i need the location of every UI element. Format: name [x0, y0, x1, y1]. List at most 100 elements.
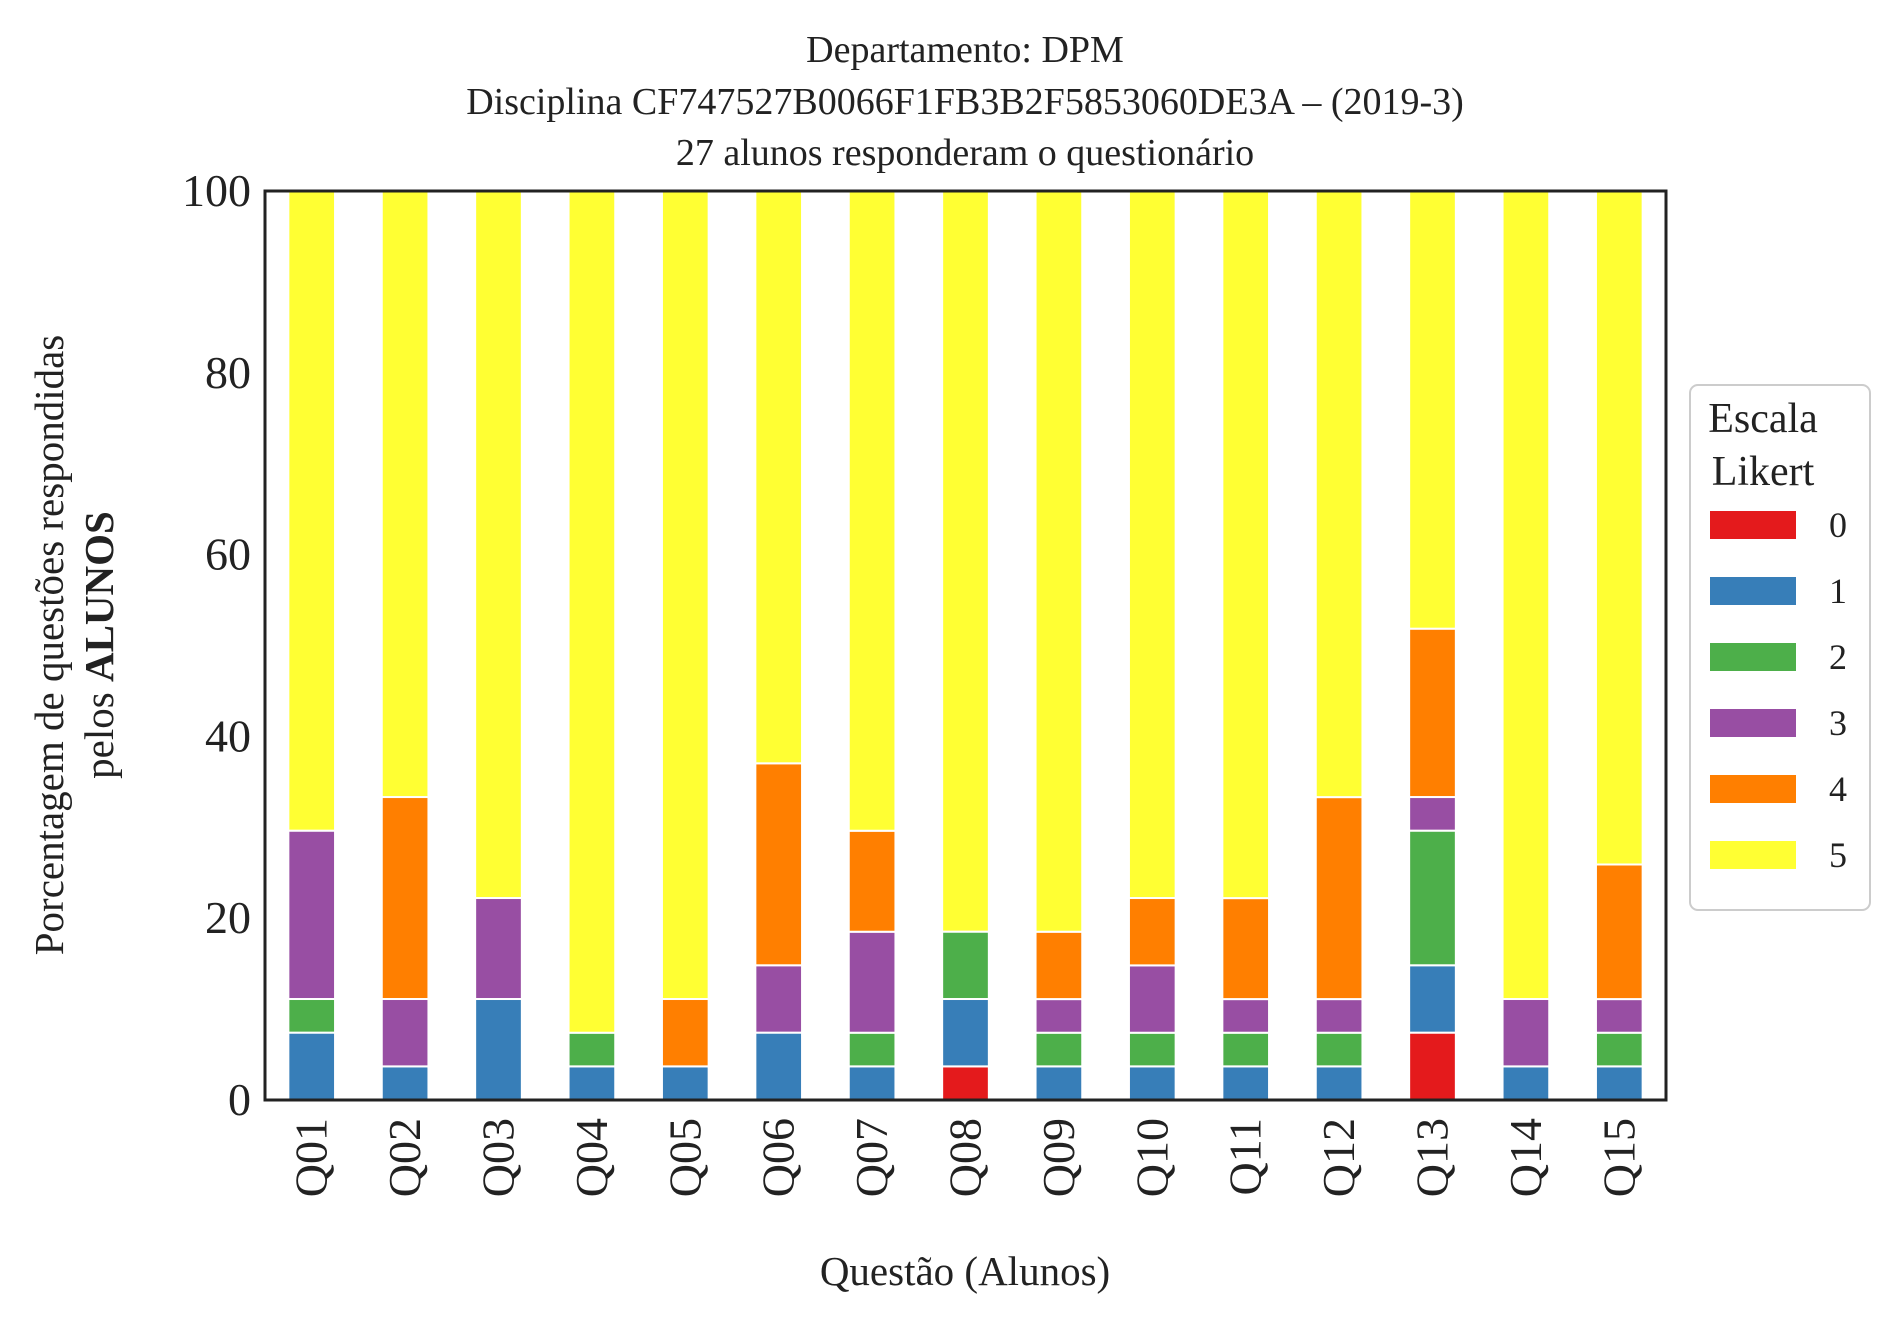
y-tick-label: 80	[205, 347, 251, 398]
legend-label-3: 3	[1829, 703, 1847, 743]
x-tick-label: Q07	[846, 1118, 897, 1197]
x-tick-label: Q01	[286, 1118, 337, 1197]
legend-swatch-4	[1710, 775, 1796, 803]
bar-segment-q04-likert-5	[567, 190, 617, 1034]
bar-segment-q08-likert-5	[941, 190, 990, 933]
bar-segment-q07-likert-4	[847, 829, 897, 933]
bar-segment-q01-likert-3	[287, 829, 337, 1001]
y-axis-label-bold: ALUNOS	[76, 511, 122, 682]
y-axis-ticks: 0 20 40 60 80 100	[182, 165, 251, 1125]
x-tick-label: Q15	[1593, 1118, 1644, 1197]
title-line-respondents: 27 alunos responderam o questionário	[676, 132, 1254, 174]
y-tick-label: 60	[205, 529, 251, 580]
x-tick-label: Q09	[1033, 1118, 1084, 1197]
bar-segment-q09-likert-3	[1034, 998, 1084, 1034]
bar-segment-q08-likert-1	[941, 998, 990, 1068]
x-tick-label: Q12	[1313, 1118, 1364, 1197]
bar-segment-q08-likert-2	[941, 930, 990, 1001]
bar-segment-q11-likert-4	[1221, 897, 1271, 1001]
x-tick-label: Q02	[379, 1118, 430, 1197]
bar-segment-q07-likert-3	[847, 930, 897, 1034]
bar-segment-q03-likert-5	[474, 190, 523, 900]
bar-segment-q10-likert-5	[1127, 190, 1177, 900]
bars-layer	[287, 190, 1644, 1102]
legend-label-4: 4	[1829, 769, 1847, 809]
bar-segment-q12-likert-2	[1314, 1031, 1364, 1068]
bar-segment-q14-likert-3	[1501, 998, 1551, 1068]
plot-area-frame	[263, 189, 1668, 1102]
bar-segment-q12-likert-4	[1314, 796, 1364, 1001]
legend-label-1: 1	[1829, 571, 1847, 611]
bar-segment-q02-likert-3	[380, 998, 430, 1068]
bar-segment-q13-likert-3	[1408, 796, 1457, 832]
bar-segment-q15-likert-3	[1594, 998, 1644, 1034]
bar-segment-q10-likert-2	[1127, 1031, 1177, 1068]
bar-segment-q10-likert-4	[1127, 897, 1177, 967]
bar-segment-q14-likert-5	[1501, 190, 1551, 1001]
bar-segment-q12-likert-5	[1314, 190, 1364, 799]
y-axis-label-line1: Porcentagem de questões respondidas	[26, 335, 72, 956]
bar-segment-q11-likert-1	[1221, 1065, 1271, 1101]
bar-segment-q10-likert-1	[1127, 1065, 1177, 1101]
legend-title-line1: Escala	[1708, 396, 1818, 442]
bar-segment-q02-likert-4	[380, 796, 430, 1001]
legend-label-5: 5	[1829, 835, 1847, 875]
x-tick-label: Q05	[659, 1118, 710, 1197]
y-tick-label: 40	[205, 710, 251, 761]
bar-segment-q07-likert-1	[847, 1065, 897, 1101]
y-tick-label: 100	[182, 165, 251, 216]
title-line-discipline: Disciplina CF747527B0066F1FB3B2F5853060D…	[466, 81, 1464, 123]
bar-segment-q04-likert-1	[567, 1065, 617, 1101]
bar-segment-q13-likert-1	[1408, 964, 1457, 1034]
bar-segment-q07-likert-5	[847, 190, 897, 832]
bar-segment-q02-likert-5	[380, 190, 430, 799]
legend-items: 0 1 2 3 4 5	[1710, 505, 1847, 875]
bar-segment-q06-likert-5	[754, 190, 804, 765]
bar-segment-q03-likert-3	[474, 897, 523, 1001]
x-tick-label: Q11	[1220, 1118, 1271, 1196]
bar-segment-q09-likert-5	[1034, 190, 1084, 933]
legend-label-0: 0	[1829, 505, 1847, 545]
legend: Escala Likert 0 1 2 3 4 5	[1689, 384, 1871, 911]
title-line-department: Departamento: DPM	[806, 29, 1124, 71]
bar-segment-q04-likert-2	[567, 1031, 617, 1068]
bar-segment-q12-likert-1	[1314, 1065, 1364, 1101]
x-tick-label: Q04	[566, 1118, 617, 1197]
bar-segment-q12-likert-3	[1314, 998, 1364, 1034]
bar-segment-q10-likert-3	[1127, 964, 1177, 1034]
x-axis-ticks: Q01 Q02 Q03 Q04 Q05 Q06 Q07 Q08 Q09 Q10 Q11 Q12 Q13 Q…	[286, 1118, 1645, 1197]
y-tick-label: 0	[228, 1074, 251, 1125]
x-tick-label: Q03	[473, 1118, 524, 1197]
bar-segment-q13-likert-4	[1408, 627, 1457, 799]
legend-swatch-2	[1710, 643, 1796, 671]
bar-segment-q07-likert-2	[847, 1031, 897, 1068]
bar-segment-q05-likert-5	[660, 190, 710, 1001]
bar-segment-q15-likert-1	[1594, 1065, 1644, 1101]
bar-segment-q06-likert-1	[754, 1031, 804, 1102]
bar-segment-q11-likert-2	[1221, 1031, 1271, 1068]
bar-segment-q09-likert-4	[1034, 930, 1084, 1001]
legend-swatch-1	[1710, 577, 1796, 605]
bar-segment-q13-likert-0	[1408, 1031, 1457, 1102]
y-axis-label-line2: pelos ALUNOS	[76, 511, 122, 779]
x-tick-label: Q08	[940, 1118, 991, 1197]
legend-label-2: 2	[1829, 637, 1847, 677]
y-tick-label: 20	[205, 892, 251, 943]
x-tick-label: Q06	[753, 1118, 804, 1197]
bar-segment-q13-likert-2	[1408, 829, 1457, 967]
y-axis-label-prefix: pelos	[76, 682, 122, 779]
chart-title: Departamento: DPM Disciplina CF747527B00…	[466, 29, 1464, 174]
legend-swatch-3	[1710, 709, 1796, 737]
x-tick-label: Q14	[1500, 1118, 1551, 1197]
legend-title-line2: Likert	[1712, 449, 1815, 495]
bar-segment-q15-likert-5	[1594, 190, 1644, 866]
bar-segment-q06-likert-3	[754, 964, 804, 1034]
x-axis-label: Questão (Alunos)	[820, 1248, 1110, 1294]
legend-swatch-0	[1710, 511, 1796, 539]
bar-segment-q15-likert-2	[1594, 1031, 1644, 1068]
legend-swatch-5	[1710, 841, 1796, 869]
bar-segment-q14-likert-1	[1501, 1065, 1551, 1101]
bar-segment-q08-likert-0	[941, 1065, 990, 1101]
